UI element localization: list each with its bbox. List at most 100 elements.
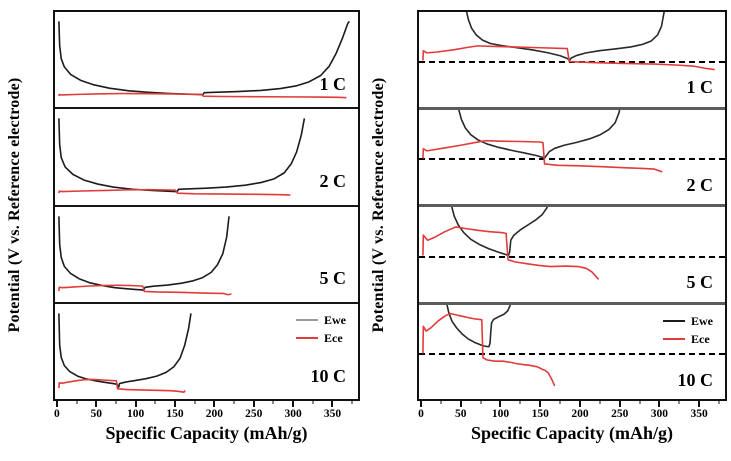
- ece-curve: [59, 379, 185, 392]
- x-minor-tick: [351, 401, 353, 404]
- right-x-axis: Specific Capacity (mAh/g) 0 50 100 150 200 25…: [417, 401, 727, 461]
- x-tick-label: 150: [531, 408, 549, 420]
- x-tick-label: 150: [166, 408, 184, 420]
- ewe-curve: [59, 119, 305, 193]
- rate-label: 10 C: [310, 365, 347, 386]
- x-tick-mark: [174, 401, 176, 407]
- rate-label: 5 C: [319, 268, 347, 289]
- ewe-curve: [59, 216, 229, 290]
- legend-label: Ece: [324, 330, 343, 345]
- x-axis-title-right: Specific Capacity (mAh/g): [471, 423, 673, 443]
- x-tick-label: 0: [418, 408, 424, 420]
- legend-label: Ece: [691, 331, 710, 346]
- ece-curve: [59, 285, 231, 295]
- x-tick-mark: [658, 401, 661, 407]
- rate-label: 10 C: [677, 369, 714, 390]
- x-minor-tick: [559, 401, 561, 404]
- ece-curve: [59, 94, 346, 98]
- panel-5c: 2.01.51.00.50.05 C: [55, 207, 358, 304]
- ewe-curve: [456, 110, 621, 158]
- x-minor-tick: [115, 401, 117, 404]
- rate-label: 2 C: [686, 174, 714, 195]
- ewe-curve: [444, 305, 511, 347]
- x-tick-mark: [134, 401, 137, 407]
- x-tick-label: 300: [284, 408, 302, 420]
- x-minor-tick: [76, 401, 78, 404]
- x-tick-mark: [95, 401, 98, 407]
- x-tick-mark: [252, 401, 255, 407]
- x-tick-label: 250: [245, 408, 263, 420]
- zero-reference-line: [419, 255, 725, 258]
- ewe-curve: [59, 21, 350, 95]
- x-minor-tick: [639, 401, 641, 404]
- x-minor-tick: [480, 401, 482, 404]
- ewe-curve: [59, 313, 191, 387]
- ece-curve: [423, 46, 715, 70]
- x-tick-label: 50: [454, 408, 467, 420]
- zero-reference-line: [419, 158, 725, 161]
- x-minor-tick: [154, 401, 156, 404]
- zero-reference-line: [419, 353, 725, 356]
- x-axis-title-left: Specific Capacity (mAh/g): [105, 423, 308, 443]
- x-tick-mark: [698, 401, 701, 407]
- right-plot-area: 0.20.10.0-0.1-0.21 C0.20.10.0-0.1-0.22 C…: [417, 10, 727, 401]
- legend-line-swatch: [663, 338, 685, 340]
- legend-line-swatch: [296, 337, 318, 340]
- legend-ewe: Ewe: [663, 314, 713, 329]
- x-tick-label: 100: [127, 408, 145, 420]
- x-minor-tick: [599, 401, 601, 404]
- legend: Ewe Ece: [296, 313, 346, 346]
- left-plot-area: 2.01.51.00.50.01 C2.01.51.00.50.02 C2.01…: [53, 10, 360, 401]
- x-minor-tick: [233, 401, 235, 404]
- right-chart-column: 0.20.10.0-0.1-0.21 C0.20.10.0-0.1-0.22 C…: [417, 10, 727, 443]
- ece-curve: [59, 190, 291, 195]
- x-minor-tick: [718, 401, 720, 404]
- x-tick-label: 200: [205, 408, 223, 420]
- rate-label: 2 C: [319, 171, 347, 192]
- x-tick-label: 50: [90, 408, 103, 420]
- x-minor-tick: [440, 401, 442, 404]
- ewe-curve: [464, 12, 665, 60]
- x-tick-mark: [292, 401, 295, 407]
- panel-1c: 0.20.10.0-0.1-0.21 C: [419, 12, 725, 110]
- ece-curve: [423, 227, 599, 279]
- legend-ece: Ece: [663, 332, 713, 347]
- x-tick-label: 0: [54, 408, 60, 420]
- rate-label: 1 C: [686, 77, 714, 97]
- x-tick-mark: [419, 401, 422, 407]
- x-tick-label: 300: [650, 408, 669, 420]
- x-tick-label: 350: [690, 408, 708, 420]
- x-tick-label: 100: [491, 408, 510, 420]
- legend-line-swatch: [296, 319, 318, 322]
- x-tick-mark: [539, 401, 542, 407]
- ewe-curve: [449, 207, 550, 256]
- panel-5c: 0.20.10.0-0.1-0.25 C: [419, 207, 725, 305]
- x-tick-mark: [578, 401, 581, 407]
- x-minor-tick: [272, 401, 274, 404]
- panel-1c: 2.01.51.00.50.01 C: [55, 12, 358, 110]
- legend-ece: Ece: [296, 331, 346, 346]
- legend-label: Ewe: [324, 312, 346, 327]
- x-tick-mark: [618, 401, 621, 407]
- ece-curve: [423, 140, 662, 171]
- x-minor-tick: [678, 401, 680, 404]
- x-tick-mark: [499, 401, 502, 407]
- x-tick-label: 250: [611, 408, 629, 420]
- x-tick-label: 350: [323, 408, 342, 420]
- legend: Ewe Ece: [663, 314, 713, 347]
- y-axis-title-left: Potential (V vs. Reference electrode): [6, 77, 23, 333]
- x-tick-mark: [55, 401, 58, 407]
- legend-ewe: Ewe: [296, 313, 346, 328]
- rate-label: 1 C: [319, 73, 347, 94]
- x-tick-mark: [331, 401, 334, 407]
- x-tick-mark: [213, 401, 216, 407]
- legend-label: Ewe: [691, 313, 713, 328]
- legend-line-swatch: [663, 320, 685, 322]
- y-axis-title-right: Potential (V vs. Reference electrode): [370, 77, 387, 333]
- x-tick-mark: [459, 401, 462, 407]
- x-minor-tick: [194, 401, 196, 404]
- rate-label: 5 C: [686, 272, 714, 292]
